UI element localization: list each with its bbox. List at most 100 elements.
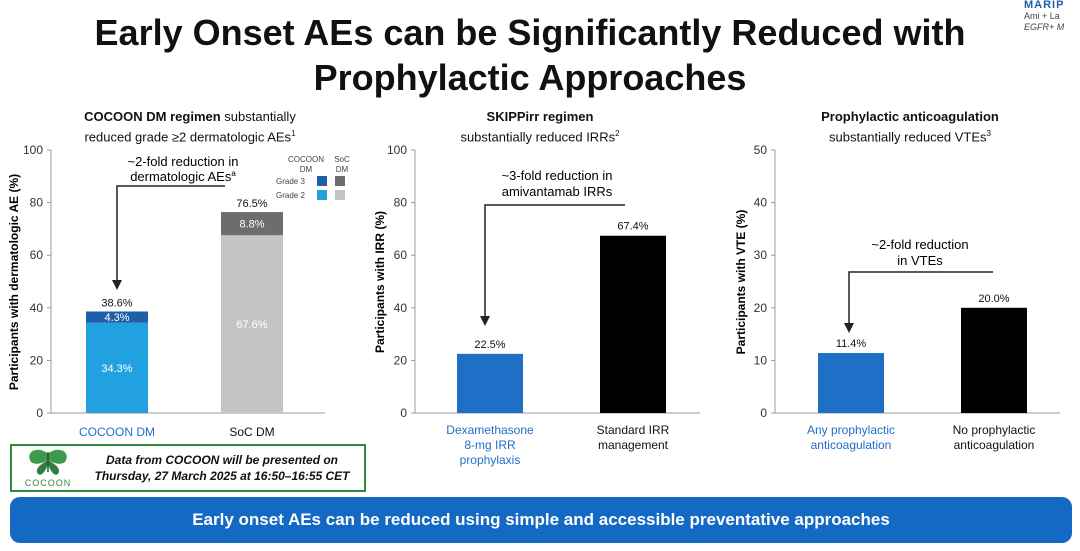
chart3-y-tick-label-3: 30 xyxy=(754,248,768,262)
chart2-y-tick-label-2: 40 xyxy=(394,301,408,315)
slide-title: Early Onset AEs can be Significantly Red… xyxy=(40,10,1020,100)
chart1-y-tick-label-4: 80 xyxy=(30,196,44,210)
chart3-bars xyxy=(818,307,1027,413)
chart3-bar-labels: 11.4% 20.0% xyxy=(836,293,1010,350)
chart1-category-label-0: COCOON DM xyxy=(79,425,155,439)
legend-soc-grade2-swatch xyxy=(335,190,345,200)
panel3-header: Prophylactic anticoagulation substantial… xyxy=(770,108,1050,145)
chart3-y-tick-label-0: 0 xyxy=(760,406,767,420)
chart2-bar-labels: 22.5% 67.4% xyxy=(474,221,648,351)
chart3-annotation-connector xyxy=(848,271,993,329)
chart2-bar-label-1: 67.4% xyxy=(617,221,648,233)
chart2-category-label-0-1: 8-mg IRR xyxy=(464,438,516,452)
cocoon-logo-text: COCOON xyxy=(24,478,72,488)
panel1-header: COCOON DM regimen substantially reduced … xyxy=(30,108,350,145)
legend-cocoon-header-1: COCOON xyxy=(288,155,324,164)
chart2-y-tick-label-3: 60 xyxy=(394,248,408,262)
panel2-header-sup: 2 xyxy=(615,129,620,138)
chart3-bar-label-0: 11.4% xyxy=(836,338,867,350)
slide-title-line1: Early Onset AEs can be Significantly Red… xyxy=(94,12,966,53)
chart2-y-tick-label-0: 0 xyxy=(400,406,407,420)
slide-title-line2: Prophylactic Approaches xyxy=(313,57,747,98)
chart1-annotation-line2-text: dermatologic AEs xyxy=(130,169,232,184)
legend-soc-header-1: SoC xyxy=(334,155,350,164)
chart3-y-tick-label-5: 50 xyxy=(754,143,768,157)
chart3-annotation-line1: ~2-fold reduction xyxy=(871,237,968,252)
chart1-total-label-1: 76.5% xyxy=(236,198,267,210)
chart2-annotation-line2: amivantamab IRRs xyxy=(502,184,613,199)
chart1-segment-label-1-1: 8.8% xyxy=(239,219,264,231)
butterfly-icon xyxy=(29,449,67,475)
legend-cocoon-grade2-swatch xyxy=(317,190,327,200)
legend-grade2-label: Grade 2 xyxy=(276,191,305,200)
chart1-total-label-0: 38.6% xyxy=(101,297,132,309)
panel1-header-line2: reduced grade ≥2 dermatologic AEs xyxy=(84,129,292,145)
chart2-y-ticks: 0 20 40 60 80 100 xyxy=(387,143,415,420)
cocoon-presentation-line1: Data from COCOON will be presented on xyxy=(105,453,339,467)
panel1-header-bold: COCOON DM regimen xyxy=(84,109,221,124)
chart1-y-ticks: 0 20 40 60 80 100 xyxy=(23,143,51,420)
vte-chart: Participants with VTE (%) 0 10 20 30 40 50 11… xyxy=(734,143,1060,452)
chart3-y-tick-label-4: 40 xyxy=(754,196,768,210)
chart1-bar-cocoon-grade2 xyxy=(86,322,148,413)
legend-soc-header-2: DM xyxy=(336,165,349,174)
panel1-header-rest: substantially xyxy=(220,109,296,124)
chart3-category-label-1-0: No prophylactic xyxy=(953,423,1036,437)
chart1-segment-label-1-0: 67.6% xyxy=(236,319,267,331)
marip-logo: MARIP Ami + La EGFR+ M xyxy=(1024,0,1080,60)
chart2-annotation-connector xyxy=(484,204,625,322)
chart1-segment-label-0-1: 4.3% xyxy=(104,312,129,324)
cocoon-presentation-text: Data from COCOON will be presented on Th… xyxy=(84,452,360,484)
chart1-bar-cocoon-grade3 xyxy=(86,311,148,323)
cocoon-presentation-line2: Thursday, 27 March 2025 at 16:50–16:55 C… xyxy=(94,469,350,483)
legend-cocoon-grade3-swatch xyxy=(317,176,327,186)
chart1-y-tick-label-1: 20 xyxy=(30,353,44,367)
chart3-category-label-0-0: Any prophylactic xyxy=(807,423,895,437)
irr-chart: Participants with IRR (%) 0 20 40 60 80 100 2… xyxy=(373,143,700,467)
legend-cocoon-header-2: DM xyxy=(300,165,313,174)
panel2-header-line2: substantially reduced IRRs xyxy=(460,129,616,145)
chart1-y-tick-label-5: 100 xyxy=(23,143,43,157)
chart3-y-ticks: 0 10 20 30 40 50 xyxy=(754,143,775,420)
legend-soc-grade3-swatch xyxy=(335,176,345,186)
dermatologic-ae-chart: Participants with dermatologic AE (%) 0 2… xyxy=(7,143,350,439)
panel3-header-bold: Prophylactic anticoagulation xyxy=(821,109,999,124)
chart1-bar-soc-grade3 xyxy=(221,212,283,236)
cocoon-logo: COCOON xyxy=(18,448,78,488)
chart2-bar-0 xyxy=(457,353,523,413)
marip-logo-text: MARIP xyxy=(1024,0,1065,11)
chart1-annotation-sup: a xyxy=(231,169,236,178)
chart3-bar-1 xyxy=(961,307,1027,413)
chart2-category-label-1-1: management xyxy=(598,438,669,452)
chart3-category-label-0-1: anticoagulation xyxy=(811,438,892,452)
chart3-category-label-1-1: anticoagulation xyxy=(954,438,1035,452)
chart3-annotation-arrowhead xyxy=(844,323,854,333)
chart3-y-axis-label: Participants with VTE (%) xyxy=(734,210,748,355)
chart1-segment-label-0-0: 34.3% xyxy=(101,363,132,375)
chart1-annotation-line1: ~2-fold reduction in xyxy=(128,154,239,169)
chart2-annotation-line1: ~3-fold reduction in xyxy=(502,168,613,183)
chart2-annotation-arrowhead xyxy=(480,316,490,326)
chart1-y-tick-label-0: 0 xyxy=(36,406,43,420)
chart1-y-tick-label-3: 60 xyxy=(30,248,44,262)
chart2-category-label-0-0: Dexamethasone xyxy=(446,423,534,437)
chart1-annotation-arrowhead xyxy=(112,280,122,290)
chart1-annotation-connector xyxy=(116,185,225,286)
chart3-bar-label-1: 20.0% xyxy=(978,293,1009,305)
panel3-header-line2: substantially reduced VTEs xyxy=(829,129,987,145)
legend-grade3-label: Grade 3 xyxy=(276,177,305,186)
panel2-header-bold: SKIPPirr regimen xyxy=(486,109,594,124)
chart2-y-tick-label-1: 20 xyxy=(394,353,408,367)
chart3-annotation-line2: in VTEs xyxy=(897,253,943,268)
chart3-y-tick-label-1: 10 xyxy=(754,353,768,367)
chart1-annotation-line2: dermatologic AEsa xyxy=(130,169,236,184)
chart2-bar-label-0: 22.5% xyxy=(474,339,505,351)
chart2-bars xyxy=(457,235,666,413)
cocoon-presentation-box: COCOON Data from COCOON will be presente… xyxy=(10,444,366,492)
chart2-bar-1 xyxy=(600,235,666,413)
chart1-category-labels: COCOON DM SoC DM xyxy=(79,425,275,439)
marip-logo-sub1: Ami + La xyxy=(1024,11,1060,21)
chart1-y-tick-label-2: 40 xyxy=(30,301,44,315)
